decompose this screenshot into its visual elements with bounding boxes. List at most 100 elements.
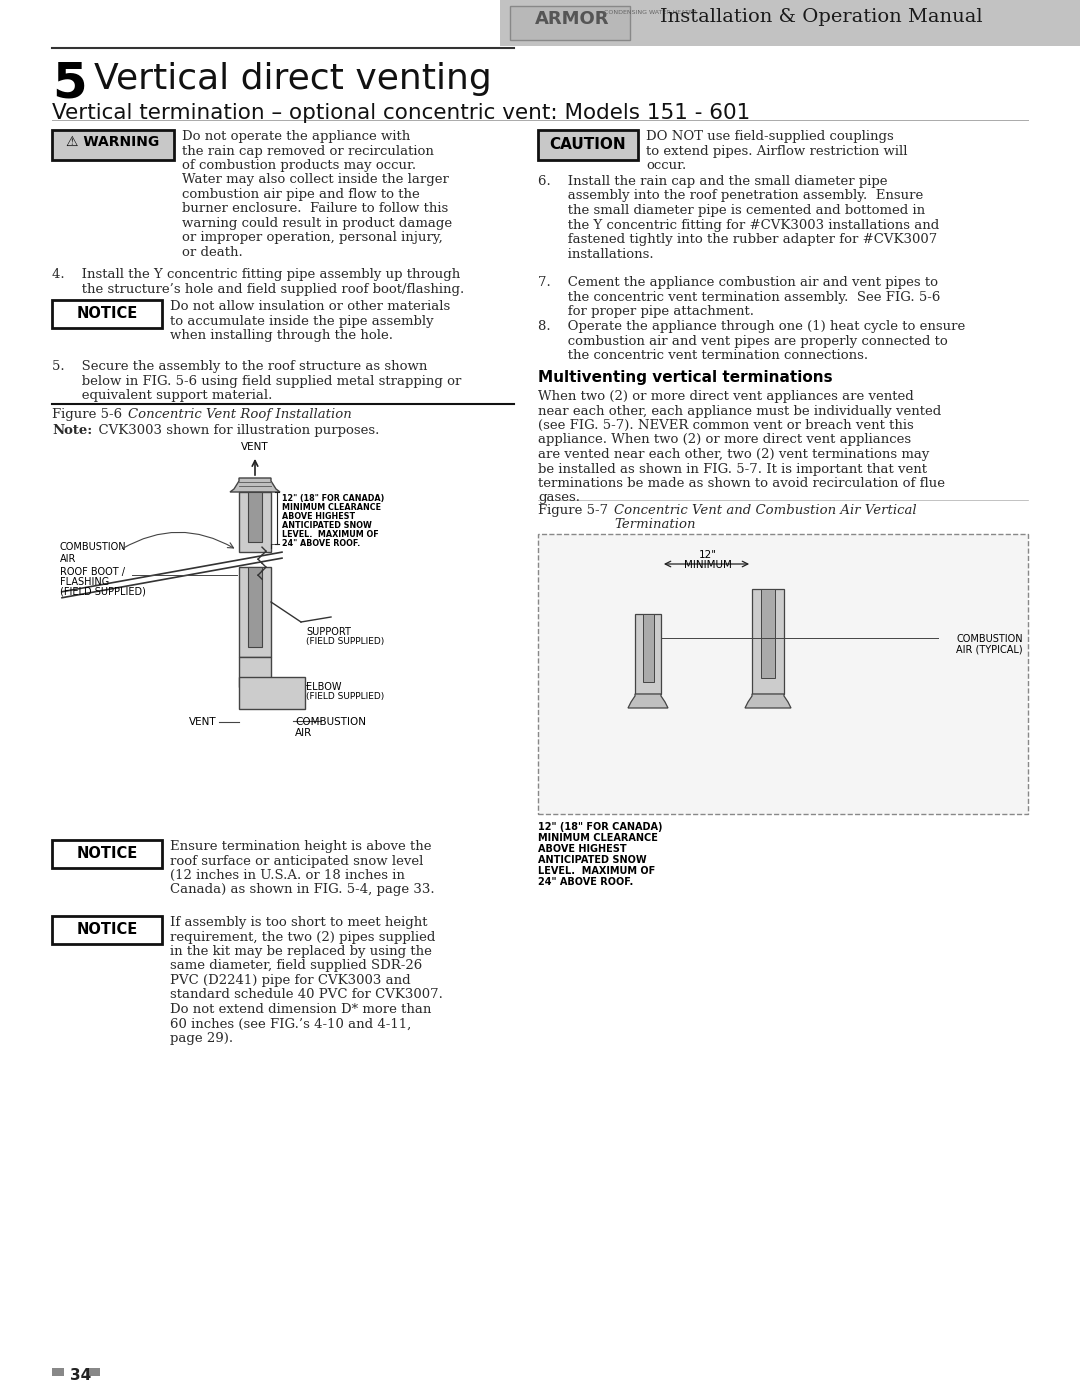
Text: LEVEL.  MAXIMUM OF: LEVEL. MAXIMUM OF [538,866,656,876]
Text: the structure’s hole and field supplied roof boot/flashing.: the structure’s hole and field supplied … [52,282,464,296]
Text: CONDENSING WATER HEATER: CONDENSING WATER HEATER [604,10,697,15]
Text: COMBUSTION: COMBUSTION [60,542,126,552]
Text: 12" (18" FOR CANADA): 12" (18" FOR CANADA) [538,821,662,833]
Text: 34: 34 [70,1368,91,1383]
Text: ABOVE HIGHEST: ABOVE HIGHEST [282,511,355,521]
Bar [500,0,1080,46]
Text: to accumulate inside the pipe assembly: to accumulate inside the pipe assembly [170,314,434,327]
Polygon shape [745,694,791,708]
Text: FLASHING: FLASHING [60,577,109,587]
Text: (12 inches in U.S.A. or 18 inches in: (12 inches in U.S.A. or 18 inches in [170,869,405,882]
Text: equivalent support material.: equivalent support material. [52,388,272,402]
Text: the small diameter pipe is cemented and bottomed in: the small diameter pipe is cemented and … [538,204,926,217]
Text: Vertical termination – optional concentric vent: Models 151 - 601: Vertical termination – optional concentr… [52,103,751,123]
Text: (see FIG. 5-7). NEVER common vent or breach vent this: (see FIG. 5-7). NEVER common vent or bre… [538,419,914,432]
Text: Installation & Operation Manual: Installation & Operation Manual [660,8,983,27]
Text: Figure 5-6: Figure 5-6 [52,408,131,420]
Text: the rain cap removed or recirculation: the rain cap removed or recirculation [183,144,434,158]
Text: ELBOW: ELBOW [306,682,341,692]
Text: VENT: VENT [189,717,217,726]
Text: SUPPORT: SUPPORT [306,627,351,637]
Text: ABOVE HIGHEST: ABOVE HIGHEST [538,844,626,854]
Text: ⚠ WARNING: ⚠ WARNING [66,136,160,149]
Bar [239,657,271,687]
Bar [248,567,262,647]
Text: requirement, the two (2) pipes supplied: requirement, the two (2) pipes supplied [170,930,435,943]
Text: (FIELD SUPPLIED): (FIELD SUPPLIED) [306,692,384,701]
Text: VENT: VENT [241,441,269,453]
Text: AIR: AIR [295,728,312,738]
Text: COMBUSTION: COMBUSTION [957,634,1023,644]
Text: combustion air and vent pipes are properly connected to: combustion air and vent pipes are proper… [538,334,948,348]
Bar [635,615,661,694]
Text: MINIMUM CLEARANCE: MINIMUM CLEARANCE [538,833,658,842]
Bar [87,1368,100,1376]
Bar [52,130,174,161]
Text: gases.: gases. [538,492,580,504]
Text: 12" (18" FOR CANADA): 12" (18" FOR CANADA) [282,495,384,503]
Bar [248,492,262,542]
Text: standard schedule 40 PVC for CVK3007.: standard schedule 40 PVC for CVK3007. [170,989,443,1002]
Text: PVC (D2241) pipe for CVK3003 and: PVC (D2241) pipe for CVK3003 and [170,974,410,988]
Text: the Y concentric fitting for #CVK3003 installations and: the Y concentric fitting for #CVK3003 in… [538,218,940,232]
Polygon shape [627,694,669,708]
Bar [239,567,271,657]
Text: NOTICE: NOTICE [77,306,137,321]
Text: MINIMUM CLEARANCE: MINIMUM CLEARANCE [282,503,381,511]
Text: LEVEL.  MAXIMUM OF: LEVEL. MAXIMUM OF [282,529,379,539]
Text: (FIELD SUPPLIED): (FIELD SUPPLIED) [306,637,384,645]
Text: 24" ABOVE ROOF.: 24" ABOVE ROOF. [538,877,633,887]
Text: CVK3003 shown for illustration purposes.: CVK3003 shown for illustration purposes. [90,425,379,437]
Bar [52,1368,64,1376]
Text: assembly into the roof penetration assembly.  Ensure: assembly into the roof penetration assem… [538,190,923,203]
Text: of combustion products may occur.: of combustion products may occur. [183,159,416,172]
Text: burner enclosure.  Failure to follow this: burner enclosure. Failure to follow this [183,203,448,215]
Bar [239,492,271,552]
Text: appliance. When two (2) or more direct vent appliances: appliance. When two (2) or more direct v… [538,433,912,447]
Text: COMBUSTION: COMBUSTION [295,717,366,726]
Text: When two (2) or more direct vent appliances are vented: When two (2) or more direct vent applian… [538,390,914,402]
Text: 7.    Cement the appliance combustion air and vent pipes to: 7. Cement the appliance combustion air a… [538,277,939,289]
Text: Figure 5-7: Figure 5-7 [538,504,617,517]
Text: in the kit may be replaced by using the: in the kit may be replaced by using the [170,944,432,958]
Bar [239,678,305,710]
Text: to extend pipes. Airflow restriction will: to extend pipes. Airflow restriction wil… [646,144,907,158]
Bar [0,0,1080,46]
Text: terminations be made as shown to avoid recirculation of flue: terminations be made as shown to avoid r… [538,476,945,490]
Text: the concentric vent termination assembly.  See FIG. 5-6: the concentric vent termination assembly… [538,291,941,303]
Text: 6.    Install the rain cap and the small diameter pipe: 6. Install the rain cap and the small di… [538,175,888,189]
Bar [52,300,162,328]
Text: 60 inches (see FIG.’s 4-10 and 4-11,: 60 inches (see FIG.’s 4-10 and 4-11, [170,1017,411,1031]
Bar [52,840,162,868]
Text: 5: 5 [52,60,86,108]
Text: NOTICE: NOTICE [77,922,137,937]
Text: Do not operate the appliance with: Do not operate the appliance with [183,130,410,142]
Text: Note:: Note: [52,425,92,437]
Text: Do not extend dimension D* more than: Do not extend dimension D* more than [170,1003,431,1016]
Text: combustion air pipe and flow to the: combustion air pipe and flow to the [183,189,420,201]
Bar [752,590,784,694]
Text: the concentric vent termination connections.: the concentric vent termination connecti… [538,349,868,362]
Text: installations.: installations. [538,247,653,260]
Text: Concentric Vent and Combustion Air Vertical: Concentric Vent and Combustion Air Verti… [615,504,917,517]
Text: below in FIG. 5-6 using field supplied metal strapping or: below in FIG. 5-6 using field supplied m… [52,374,461,387]
Text: Vertical direct venting: Vertical direct venting [94,61,491,96]
Text: roof surface or anticipated snow level: roof surface or anticipated snow level [170,855,423,868]
Text: AIR (TYPICAL): AIR (TYPICAL) [957,644,1023,654]
Bar [538,534,1028,814]
Text: 24" ABOVE ROOF.: 24" ABOVE ROOF. [282,539,361,548]
Text: page 29).: page 29). [170,1032,233,1045]
Text: NOTICE: NOTICE [77,847,137,861]
Text: ROOF BOOT /: ROOF BOOT / [60,567,125,577]
Text: Ensure termination height is above the: Ensure termination height is above the [170,840,432,854]
Text: Do not allow insulation or other materials: Do not allow insulation or other materia… [170,300,450,313]
Text: be installed as shown in FIG. 5-7. It is important that vent: be installed as shown in FIG. 5-7. It is… [538,462,927,475]
Text: same diameter, field supplied SDR-26: same diameter, field supplied SDR-26 [170,960,422,972]
Text: Canada) as shown in FIG. 5-4, page 33.: Canada) as shown in FIG. 5-4, page 33. [170,883,434,897]
Text: 4.    Install the Y concentric fitting pipe assembly up through: 4. Install the Y concentric fitting pipe… [52,268,460,281]
Bar [52,916,162,944]
Text: fastened tightly into the rubber adapter for #CVK3007: fastened tightly into the rubber adapter… [538,233,937,246]
Text: Multiventing vertical terminations: Multiventing vertical terminations [538,370,833,386]
Bar [510,6,630,41]
Text: Concentric Vent Roof Installation: Concentric Vent Roof Installation [129,408,352,420]
